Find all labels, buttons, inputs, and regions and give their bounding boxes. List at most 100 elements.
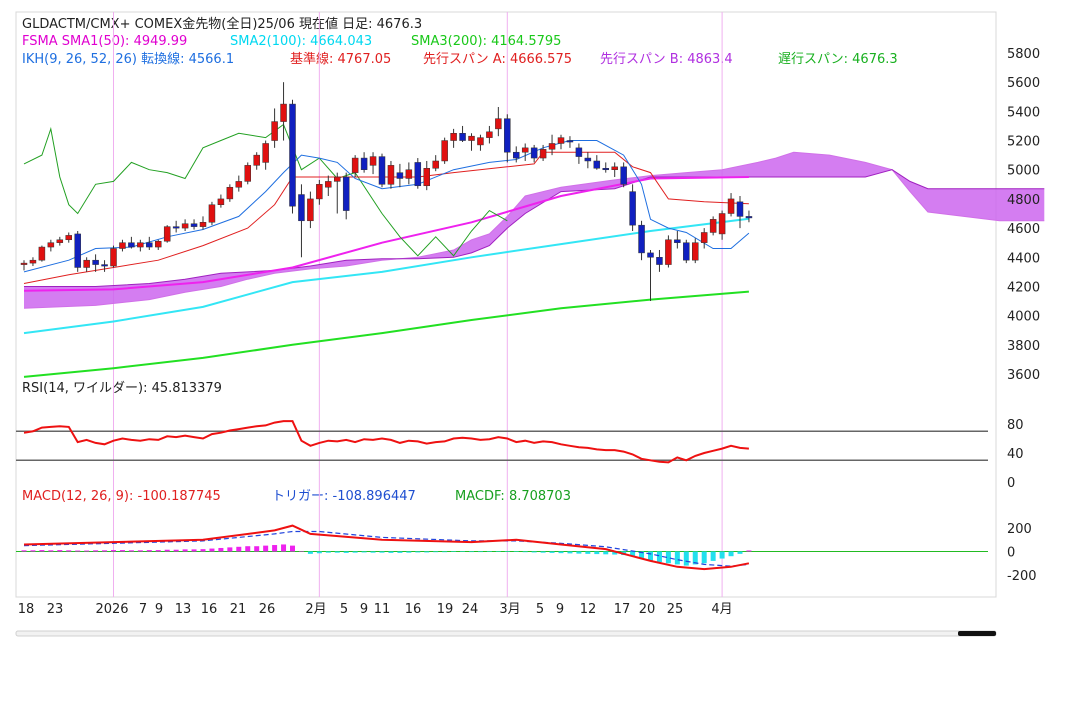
candle-body (92, 259, 99, 265)
candle-body (647, 252, 654, 258)
candle-body (378, 156, 386, 185)
chikou-line (23, 123, 508, 257)
macdf-bar (469, 551, 474, 553)
month-separators (113, 12, 723, 597)
rsi-tick-label: 40 (1007, 447, 1024, 462)
kijun-line (23, 151, 749, 284)
macdf-bar (146, 550, 152, 552)
candle-body (163, 226, 171, 242)
macdf-bar (424, 551, 430, 553)
macdf-bar (227, 547, 233, 552)
macdf-bar (48, 550, 54, 552)
x-tick-label: 25 (667, 602, 684, 617)
scrollbar-thumb[interactable] (958, 631, 996, 636)
macdf-bar (316, 551, 322, 554)
rsi-label: RSI(14, ワイルダー): 45.813379 (22, 381, 222, 396)
header-ikh-kijun: 基準線: 4767.05 (290, 51, 391, 67)
candle-body (602, 168, 609, 171)
macdf-bar (200, 549, 206, 552)
price-tick-label: 5000 (1007, 164, 1040, 179)
candle-body (575, 147, 583, 157)
macd-tick-label: 200 (1007, 522, 1032, 537)
span-a-line (23, 151, 1045, 309)
x-tick-label: 13 (175, 602, 192, 617)
macdf-bar (361, 551, 367, 553)
macdf-bar (155, 550, 161, 552)
candle-body (172, 226, 180, 229)
macdf-bar (692, 551, 698, 565)
x-tick-label: 16 (405, 602, 422, 617)
candle-body (217, 198, 225, 205)
price-tick-label: 3600 (1007, 368, 1040, 383)
candle-body (83, 259, 90, 268)
macdf-bar (102, 550, 108, 552)
macd-trigger-label: トリガー: -108.896447 (272, 489, 416, 504)
header-ikh-spanA: 先行スパン A: 4666.575 (423, 52, 572, 67)
candle-body (396, 172, 404, 179)
candle-body (709, 219, 717, 233)
cloud-fill (24, 152, 1045, 309)
x-tick-label: 9 (556, 602, 564, 617)
x-tick-label: 3月 (499, 602, 520, 617)
macdf-bar (111, 550, 116, 552)
candle-body (727, 198, 735, 214)
candle-body (199, 222, 207, 227)
macd-line (23, 524, 750, 571)
candle-body (342, 176, 350, 211)
x-tick-label: 5 (536, 602, 544, 617)
macdf-bar (576, 551, 582, 554)
price-axis: 3600 3800 4000 4200 4400 4600 4800 5000 5200 5400… (1007, 47, 1040, 383)
candle-body (29, 259, 37, 264)
price-tick-label: 5200 (1007, 135, 1040, 150)
macdf-bar (612, 551, 618, 555)
macdf-bar (701, 551, 707, 564)
macdf-bar (737, 551, 743, 554)
macdf-bar (21, 550, 27, 552)
candle-body (226, 186, 234, 200)
candle-body (521, 147, 529, 153)
candle-body (450, 133, 457, 141)
macdf-bar (39, 550, 45, 552)
header-sma3: SMA3(200): 4164.5795 (411, 34, 561, 49)
x-tick-label: 11 (374, 602, 391, 617)
header-line1: GLDACTM/CMX+ COMEX金先物(全日)25/06 現在値 日足: 4… (22, 16, 422, 32)
candle-body (253, 154, 260, 166)
macdf-bar (370, 551, 376, 553)
macdf-bar (683, 551, 689, 566)
x-tick-label: 18 (18, 602, 35, 617)
macdf-bar (451, 551, 457, 552)
macdf-bar (513, 551, 519, 552)
macdf-bar (182, 549, 188, 552)
candle-body (146, 242, 153, 248)
price-tick-label: 3800 (1007, 339, 1040, 354)
macdf-bar (254, 546, 260, 552)
candle-body (360, 157, 368, 170)
trigger-line (23, 530, 749, 567)
macdf-bar (558, 551, 564, 554)
macdf-bar (352, 551, 358, 553)
macdf-bar (209, 548, 215, 552)
plot-frame (15, 11, 997, 598)
candle-body (155, 240, 162, 248)
candle-body (119, 242, 126, 249)
candle-body (289, 103, 296, 207)
candle-body (674, 239, 681, 243)
macdf-bar (710, 551, 716, 561)
macdf-bar (191, 549, 197, 552)
macdf-bar (486, 551, 492, 552)
price-tick-label: 5800 (1007, 47, 1040, 62)
x-tick-label: 7 (139, 602, 147, 617)
x-tick-label: 12 (580, 602, 597, 617)
macdf-bar (325, 551, 331, 553)
scrollbar-track[interactable] (15, 630, 997, 637)
macdf-bar (75, 550, 81, 552)
candle-body (65, 235, 72, 241)
candle-body (208, 204, 216, 223)
candle-body (325, 181, 332, 188)
candle-body (271, 121, 278, 141)
macdf-bar (630, 551, 636, 557)
rsi-line (23, 420, 749, 464)
macdf-bar (397, 551, 403, 553)
macd-label: MACD(12, 26, 9): -100.187745 (22, 489, 221, 504)
